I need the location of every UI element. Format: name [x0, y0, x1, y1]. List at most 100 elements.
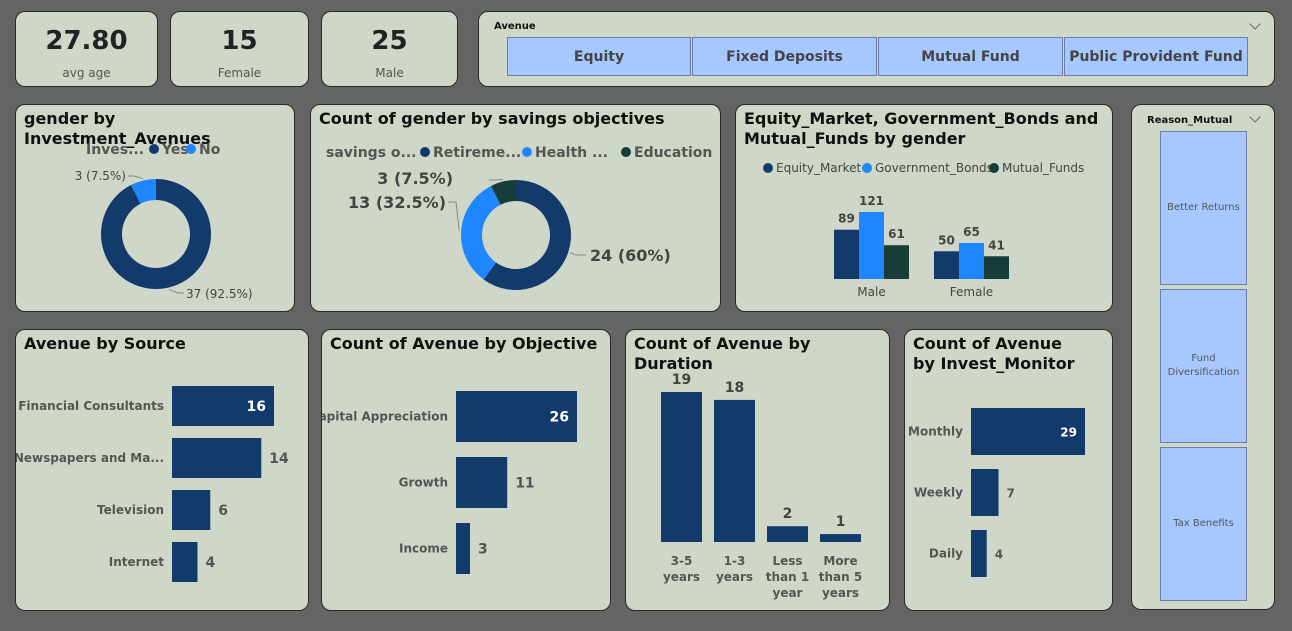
- slicer-title: Avenue: [494, 21, 536, 32]
- category-label: Capital Appreciation: [322, 410, 448, 424]
- vertical-bar-chart: 19 3-5 years 18 1-3 years 2 Less than 1 year 1 More…: [661, 372, 862, 600]
- bar: [172, 438, 262, 478]
- data-label: 11: [515, 476, 534, 492]
- slicer-option-equity[interactable]: Equity: [507, 37, 691, 76]
- data-label: 1: [836, 514, 846, 530]
- slicer-title: Reason_Mutual: [1147, 115, 1233, 126]
- category-label: Male: [857, 285, 885, 299]
- category-label: Less than 1 year: [766, 554, 809, 600]
- donut-slice: [131, 179, 156, 204]
- chart-title: Count of Avenue by Objective: [330, 334, 598, 353]
- bar: [820, 534, 861, 542]
- legend-entry: Yes: [161, 142, 189, 158]
- kpi-value: 27.80: [45, 26, 128, 56]
- legend-marker: [186, 144, 196, 154]
- bar: [172, 490, 211, 530]
- slicer-option-tax-benefits[interactable]: Tax Benefits: [1160, 447, 1247, 601]
- legend-marker: [420, 147, 430, 157]
- category-label: Television: [97, 503, 164, 517]
- category-label: 1-3 years: [716, 554, 753, 584]
- legend-title: Inves...: [86, 142, 144, 158]
- bar: [172, 386, 274, 426]
- leader-line: [128, 175, 143, 180]
- legend-marker: [862, 163, 872, 173]
- kpi-value: 15: [221, 26, 258, 56]
- leader-line: [570, 252, 586, 256]
- legend-title: savings o...: [326, 145, 416, 161]
- donut-chart: 37 (92.5%) 3 (7.5%) Inves... Yes No: [75, 142, 253, 301]
- category-label: Income: [399, 542, 448, 556]
- legend-marker: [149, 144, 159, 154]
- kpi-male: 25 Male: [321, 11, 458, 87]
- legend-entry: Government_Bonds: [875, 161, 993, 175]
- data-label: 37 (92.5%): [186, 287, 253, 301]
- bar: [859, 212, 884, 279]
- category-label: Financial Consultants: [18, 399, 164, 413]
- slicer-option-fund-diversification[interactable]: Fund Diversification: [1160, 289, 1247, 443]
- category-label: Monthly: [908, 425, 963, 439]
- chart-gender-avenues: gender by Investment_Avenues 37 (92.5%) 3…: [15, 104, 295, 312]
- legend-marker: [621, 147, 631, 157]
- data-label: 65: [963, 225, 980, 239]
- clustered-bar-chart: Equity_Market Government_Bonds Mutual_Fund…: [763, 161, 1084, 299]
- data-label: 29: [1060, 426, 1077, 440]
- data-label: 3: [478, 542, 488, 558]
- category-label: Newspapers and Ma...: [16, 451, 164, 465]
- chart-title: Avenue by Source: [24, 334, 186, 353]
- category-label: More than 5 years: [819, 554, 862, 600]
- slicer-option-better-returns[interactable]: Better Returns: [1160, 131, 1247, 285]
- data-label: 2: [783, 506, 793, 522]
- category-label: Weekly: [914, 486, 963, 500]
- bar: [934, 251, 959, 279]
- bar: [456, 523, 470, 574]
- chart-title: gender by Investment_Avenues: [24, 109, 211, 148]
- legend-marker: [763, 163, 773, 173]
- chevron-down-icon[interactable]: [1249, 111, 1261, 123]
- slicer-option-mutual-fund[interactable]: Mutual Fund: [878, 37, 1063, 76]
- legend-marker: [522, 147, 532, 157]
- chart-avenue-source: Avenue by Source Financial Consultants 16…: [15, 329, 309, 611]
- bar: [971, 469, 999, 516]
- category-label: 3-5 years: [663, 554, 700, 584]
- donut-slice: [461, 185, 501, 280]
- bar: [767, 526, 808, 542]
- legend-entry: Education: [634, 145, 712, 161]
- chevron-down-icon[interactable]: [1249, 18, 1261, 30]
- horizontal-bar-chart: Capital Appreciation 26 Growth 11 Income 3: [322, 391, 577, 574]
- slicer-option-fixed-deposits[interactable]: Fixed Deposits: [692, 37, 877, 76]
- legend-marker: [989, 163, 999, 173]
- chart-savings-objectives: Count of gender by savings objectives 24…: [310, 104, 721, 312]
- data-label: 19: [672, 372, 691, 388]
- bar: [661, 392, 702, 542]
- bar: [971, 530, 987, 577]
- donut-slice: [101, 179, 211, 289]
- chart-avenue-monitor: Count of Avenue by Invest_Monitor Monthl…: [904, 329, 1113, 611]
- donut-slice: [483, 180, 571, 290]
- data-label: 4: [206, 555, 216, 571]
- bar: [456, 391, 577, 442]
- data-label: 4: [995, 548, 1003, 562]
- data-label: 7: [1007, 487, 1015, 501]
- kpi-label: avg age: [62, 66, 111, 80]
- bar: [971, 408, 1085, 455]
- kpi-label: Female: [217, 66, 262, 80]
- slicer-option-public-provident-fund[interactable]: Public Provident Fund: [1064, 37, 1248, 76]
- legend-entry: Retireme...: [433, 145, 521, 161]
- data-label: 16: [247, 399, 266, 415]
- chart-title: Equity_Market, Government_Bonds and Mutu…: [744, 109, 1099, 148]
- avenue-slicer: Avenue Equity Fixed Deposits Mutual Fund…: [478, 11, 1275, 87]
- chart-title: Count of Avenue by Invest_Monitor: [913, 334, 1075, 373]
- data-label: 14: [269, 451, 289, 467]
- kpi-label: Male: [375, 66, 404, 80]
- bar: [456, 457, 508, 508]
- data-label: 41: [988, 238, 1005, 252]
- data-label: 50: [938, 233, 955, 247]
- category-label: Internet: [109, 555, 164, 569]
- leader-line: [169, 288, 184, 294]
- bar: [884, 245, 909, 279]
- bar: [834, 229, 859, 279]
- bar: [984, 256, 1009, 279]
- category-label: Daily: [929, 547, 963, 561]
- donut-chart: 24 (60%) 13 (32.5%) 3 (7.5%) savings o... Re…: [326, 145, 712, 290]
- kpi-value: 25: [371, 26, 408, 56]
